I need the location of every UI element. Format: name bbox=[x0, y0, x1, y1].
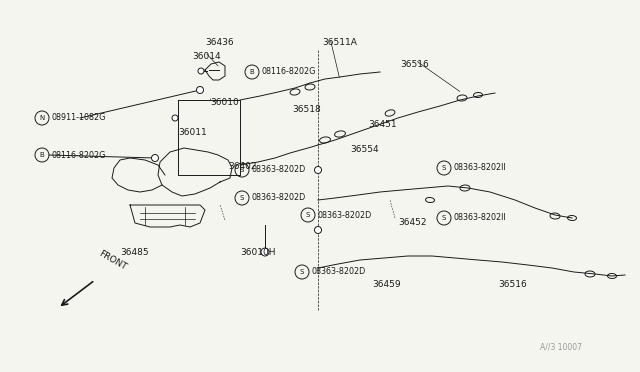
Text: 36451: 36451 bbox=[368, 120, 397, 129]
Text: 36011: 36011 bbox=[178, 128, 207, 137]
Text: 36518: 36518 bbox=[292, 105, 321, 114]
Circle shape bbox=[196, 87, 204, 93]
Text: S: S bbox=[240, 167, 244, 173]
Text: 36485: 36485 bbox=[120, 248, 148, 257]
Text: N: N bbox=[40, 115, 45, 121]
Text: 36459: 36459 bbox=[372, 280, 401, 289]
Circle shape bbox=[314, 227, 321, 234]
Circle shape bbox=[198, 68, 204, 74]
Text: S: S bbox=[240, 195, 244, 201]
Text: 08911-1082G: 08911-1082G bbox=[51, 113, 106, 122]
Text: 08116-8202G: 08116-8202G bbox=[261, 67, 316, 77]
Text: 36554: 36554 bbox=[350, 145, 379, 154]
Text: 08363-8202D: 08363-8202D bbox=[251, 193, 305, 202]
Circle shape bbox=[314, 167, 321, 173]
Text: 36452: 36452 bbox=[398, 218, 426, 227]
Text: FRONT: FRONT bbox=[97, 249, 128, 272]
Text: 36511A: 36511A bbox=[322, 38, 357, 47]
Text: 08363-8202D: 08363-8202D bbox=[251, 166, 305, 174]
Text: 36402: 36402 bbox=[228, 162, 257, 171]
Text: B: B bbox=[40, 152, 44, 158]
Text: S: S bbox=[442, 165, 446, 171]
Text: S: S bbox=[300, 269, 304, 275]
Text: S: S bbox=[306, 212, 310, 218]
Text: B: B bbox=[250, 69, 254, 75]
Circle shape bbox=[261, 248, 269, 256]
Text: 36516: 36516 bbox=[498, 280, 527, 289]
Circle shape bbox=[152, 154, 159, 161]
Text: 08363-8202D: 08363-8202D bbox=[311, 267, 365, 276]
Text: 36436: 36436 bbox=[205, 38, 234, 47]
Text: 08363-8202II: 08363-8202II bbox=[453, 214, 506, 222]
Text: 08116-8202G: 08116-8202G bbox=[51, 151, 106, 160]
Text: A//3 10007: A//3 10007 bbox=[540, 342, 582, 351]
Text: 36014: 36014 bbox=[192, 52, 221, 61]
Text: S: S bbox=[442, 215, 446, 221]
Circle shape bbox=[172, 115, 178, 121]
Text: 36010: 36010 bbox=[210, 98, 239, 107]
Text: 36516: 36516 bbox=[400, 60, 429, 69]
Text: 08363-8202D: 08363-8202D bbox=[317, 211, 371, 219]
Text: 36010H: 36010H bbox=[240, 248, 275, 257]
Text: 08363-8202II: 08363-8202II bbox=[453, 164, 506, 173]
